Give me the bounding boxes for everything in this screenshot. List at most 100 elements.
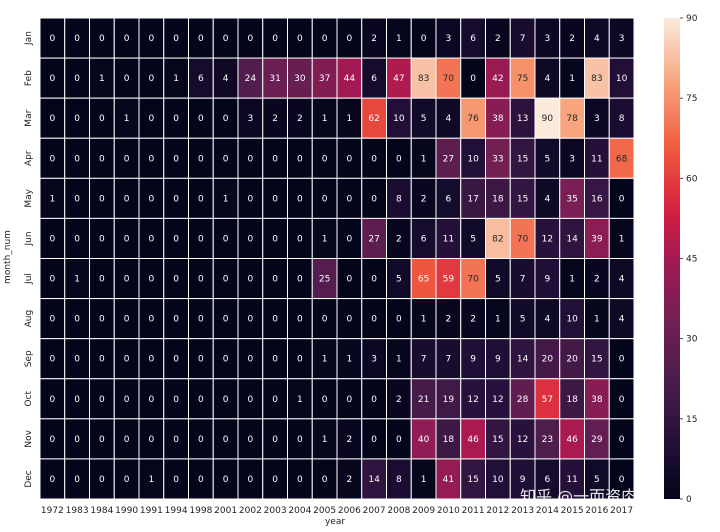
cell-value-label: 0 xyxy=(322,475,328,485)
cell-value-label: 0 xyxy=(99,234,105,244)
heatmap-cell xyxy=(336,97,363,139)
cell-value-label: 20 xyxy=(542,355,554,365)
cell-value-label: 0 xyxy=(396,154,402,164)
cell-value-label: 0 xyxy=(371,154,377,164)
heatmap-cell xyxy=(188,458,214,500)
heatmap-cell xyxy=(485,177,511,219)
y-tick-label: Apr xyxy=(24,150,34,166)
heatmap-cell xyxy=(138,378,165,420)
cell-value-label: 0 xyxy=(371,395,377,405)
cell-value-label: 46 xyxy=(467,435,479,445)
x-tick-label: 2002 xyxy=(239,506,262,516)
x-tick-label: 2005 xyxy=(313,506,336,516)
x-tick-label: 2016 xyxy=(585,506,608,516)
heatmap-cell xyxy=(64,338,90,380)
heatmap-cell xyxy=(608,137,635,179)
heatmap-cell xyxy=(509,177,536,219)
cell-value-label: 0 xyxy=(173,435,179,445)
heatmap-cell xyxy=(163,217,189,260)
y-tick-label: May xyxy=(24,188,34,207)
heatmap-cell xyxy=(287,258,313,300)
cell-value-label: 7 xyxy=(520,275,526,285)
cell-value-label: 2 xyxy=(495,34,501,44)
heatmap-cell xyxy=(485,338,511,380)
cell-value-label: 4 xyxy=(545,315,551,325)
cell-value-label: 4 xyxy=(619,275,625,285)
cell-value-label: 12 xyxy=(517,435,528,445)
cell-value-label: 0 xyxy=(50,154,56,164)
cell-value-label: 0 xyxy=(198,114,204,124)
cell-value-label: 0 xyxy=(173,475,179,485)
cell-value-label: 1 xyxy=(322,435,328,445)
cell-value-label: 0 xyxy=(347,154,353,164)
heatmap-cell xyxy=(89,217,115,260)
cell-value-label: 20 xyxy=(566,355,578,365)
heatmap-cell xyxy=(311,177,338,219)
cell-value-label: 0 xyxy=(421,34,427,44)
cell-value-label: 7 xyxy=(520,34,526,44)
colorbar-tick-label: 90 xyxy=(686,14,698,24)
cell-value-label: 0 xyxy=(124,34,130,44)
heatmap-cell xyxy=(559,57,585,99)
heatmap-cell xyxy=(212,298,239,340)
cell-value-label: 0 xyxy=(124,315,130,325)
heatmap-cell xyxy=(64,97,90,139)
cell-value-label: 0 xyxy=(149,194,155,204)
cell-value-label: 0 xyxy=(50,234,56,244)
cell-value-label: 0 xyxy=(74,395,80,405)
cell-value-label: 0 xyxy=(149,74,155,84)
heatmap-cell xyxy=(287,458,313,500)
cell-value-label: 0 xyxy=(470,74,476,84)
cell-value-label: 2 xyxy=(470,315,476,325)
cell-value-label: 0 xyxy=(371,194,377,204)
cell-value-label: 0 xyxy=(74,475,80,485)
heatmap-cell xyxy=(188,57,214,99)
cell-value-label: 0 xyxy=(198,355,204,365)
cell-value-label: 0 xyxy=(99,355,105,365)
cell-value-label: 0 xyxy=(198,475,204,485)
cell-value-label: 0 xyxy=(322,194,328,204)
x-tick-label: 1994 xyxy=(165,506,188,516)
cell-value-label: 1 xyxy=(322,234,328,244)
cell-value-label: 8 xyxy=(396,475,402,485)
y-tick-label: Jun xyxy=(24,231,34,246)
heatmap-cell xyxy=(435,258,462,300)
cell-value-label: 0 xyxy=(272,34,278,44)
heatmap-cell xyxy=(138,57,165,99)
cell-value-label: 4 xyxy=(545,194,551,204)
cell-value-label: 0 xyxy=(248,475,254,485)
heatmap-cell xyxy=(336,258,363,300)
heatmap-cell xyxy=(39,458,66,500)
heatmap-cell xyxy=(64,17,90,59)
x-tick-label: 2003 xyxy=(264,506,287,516)
y-tick-label: Aug xyxy=(24,310,34,328)
cell-value-label: 0 xyxy=(99,435,105,445)
heatmap-cell xyxy=(188,217,214,260)
heatmap-cell xyxy=(39,258,66,300)
cell-value-label: 1 xyxy=(297,395,303,405)
cell-value-label: 6 xyxy=(421,234,427,244)
heatmap-cell xyxy=(64,177,90,219)
heatmap-cell xyxy=(163,97,189,139)
cell-value-label: 5 xyxy=(545,154,551,164)
cell-value-label: 0 xyxy=(50,395,56,405)
heatmap-cell xyxy=(287,418,313,460)
heatmap-cell xyxy=(138,97,165,139)
heatmap-cell xyxy=(89,97,115,139)
cell-value-label: 0 xyxy=(149,395,155,405)
x-tick-label: 1984 xyxy=(90,506,113,516)
cell-value-label: 0 xyxy=(223,234,229,244)
heatmap-cell xyxy=(262,418,288,460)
x-tick-label: 2008 xyxy=(387,506,410,516)
heatmap-cell xyxy=(212,177,239,219)
cell-value-label: 44 xyxy=(344,74,356,84)
cell-value-label: 0 xyxy=(149,154,155,164)
cell-value-label: 10 xyxy=(616,74,628,84)
heatmap-cell xyxy=(262,17,288,59)
heatmap-cell xyxy=(460,338,486,380)
heatmap-cell xyxy=(509,458,536,500)
cell-value-label: 70 xyxy=(443,74,455,84)
cell-value-label: 0 xyxy=(347,34,353,44)
cell-value-label: 0 xyxy=(99,395,105,405)
cell-value-label: 37 xyxy=(319,74,330,84)
